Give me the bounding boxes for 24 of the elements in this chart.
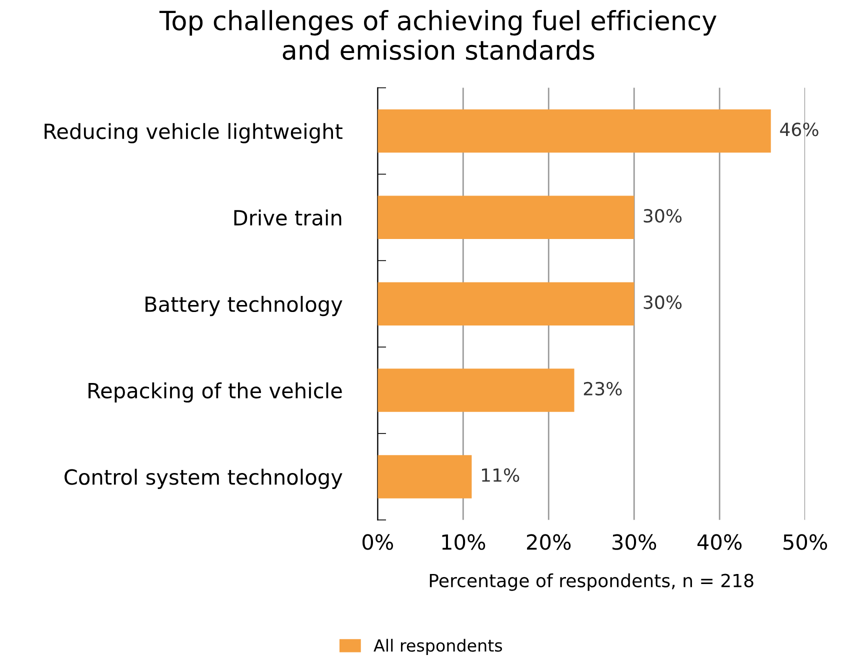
y-tick-label: Battery technology [146,296,342,316]
x-tick-label: 10% [442,534,486,550]
x-tick-label: 0% [362,534,394,550]
bar [378,282,634,326]
y-tick-label: Control system technology [64,468,342,489]
x-tick-label: 40% [697,534,742,550]
bar [378,368,574,412]
x-tick-label: 20% [527,534,571,550]
x-axis-title: Percentage of respondents, n = 218 [430,573,754,591]
y-tick-label: Repacking of the vehicle [88,382,342,403]
data-label: 46% [780,122,818,136]
bar [378,455,472,498]
x-tick-label: 30% [612,534,656,550]
chart-title: Top challenges of achieving fuel efficiency and emission standards [159,10,716,60]
y-tick-label: Reducing vehicle lightweight [44,123,342,144]
x-tick-label: 50% [784,534,828,550]
legend-label: All respondents [374,638,502,655]
data-label: 23% [584,382,622,396]
y-tick-label: Drive train [234,210,342,226]
data-label: 30% [644,208,682,223]
data-label: 30% [644,295,682,310]
bar [378,109,771,153]
data-label: 11% [482,468,520,482]
bar [378,196,634,240]
